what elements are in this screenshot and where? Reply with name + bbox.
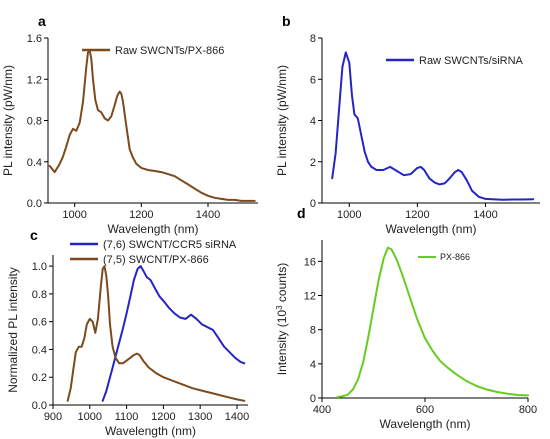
y-tick-label: 0.8 bbox=[27, 116, 42, 128]
panel-letter-c: c bbox=[30, 227, 38, 243]
y-tick-label: 0.4 bbox=[32, 344, 47, 356]
y-tick-label: 0 bbox=[310, 198, 316, 210]
y-tick-label: 0.8 bbox=[32, 289, 47, 301]
y-tick-label: 4 bbox=[310, 116, 316, 128]
y-tick-label: 4 bbox=[310, 359, 316, 371]
x-tick-label: 400 bbox=[313, 404, 331, 416]
y-tick-label: 1.6 bbox=[27, 33, 42, 45]
x-tick-label: 800 bbox=[519, 404, 537, 416]
y-tick-label: 0 bbox=[310, 393, 316, 405]
y-tick-label: 16 bbox=[304, 256, 316, 268]
legend-label: Raw SWCNTs/siRNA bbox=[419, 55, 524, 67]
series-line-c-1 bbox=[66, 265, 246, 402]
panel-d: 400 600 800 0 4 8 12 16 Wavelength (nm) Intensity… bbox=[275, 205, 538, 431]
y-axis-title: Intensity (103 counts) bbox=[275, 263, 290, 376]
y-tick-label: 0.2 bbox=[32, 372, 47, 384]
y-tick-label: 1.0 bbox=[32, 261, 47, 273]
x-tick-label: 1000 bbox=[62, 209, 86, 221]
x-axis-title: Wavelength (nm) bbox=[386, 222, 477, 236]
x-tick-label: 1300 bbox=[188, 411, 212, 423]
x-tick-label: 1400 bbox=[196, 209, 220, 221]
series-line-a-0 bbox=[48, 49, 256, 202]
x-tick-label: 900 bbox=[44, 411, 62, 423]
panel-a: 1000 1200 1400 0.0 0.4 0.8 1.2 1.6 Wavelength (n… bbox=[1, 13, 258, 236]
x-axis-title: Wavelength (nm) bbox=[108, 222, 199, 236]
y-axis-title: PL intensity (pW/nm) bbox=[275, 65, 289, 176]
y-tick-label: 0.6 bbox=[32, 317, 47, 329]
x-tick-label: 1200 bbox=[129, 209, 153, 221]
legend-label: PX-866 bbox=[440, 252, 470, 262]
y-tick-label: 2 bbox=[310, 157, 316, 169]
y-tick-label: 12 bbox=[304, 291, 316, 303]
y-axis-title: PL intensity (pW/nm) bbox=[1, 65, 15, 176]
y-tick-label: 8 bbox=[310, 33, 316, 45]
x-tick-label: 1000 bbox=[337, 209, 361, 221]
panel-letter-d: d bbox=[297, 205, 306, 221]
y-tick-label: 0.0 bbox=[27, 198, 42, 210]
panel-letter-b: b bbox=[282, 13, 291, 29]
x-axis-title: Wavelength (nm) bbox=[380, 417, 471, 431]
legend-label: (7,6) SWCNT/CCR5 siRNA bbox=[103, 239, 237, 251]
series-line-b-0 bbox=[331, 51, 535, 201]
legend-label: Raw SWCNTs/PX-866 bbox=[115, 45, 224, 57]
y-tick-label: 0.0 bbox=[32, 400, 47, 412]
series-line-d-0 bbox=[336, 246, 529, 399]
y-tick-label: 6 bbox=[310, 74, 316, 86]
x-axis-title: Wavelength (nm) bbox=[105, 424, 196, 438]
panel-letter-a: a bbox=[38, 13, 46, 29]
x-tick-label: 1200 bbox=[405, 209, 429, 221]
y-tick-label: 8 bbox=[310, 325, 316, 337]
y-tick-label: 1.2 bbox=[27, 74, 42, 86]
panel-b: 1000 1200 1400 0 2 4 6 8 Wavelength (nm) PL inten… bbox=[275, 13, 540, 236]
x-tick-label: 1100 bbox=[115, 411, 139, 423]
x-tick-label: 1000 bbox=[78, 411, 102, 423]
series-line-c-0 bbox=[101, 265, 246, 402]
panel-c: 900 1000 1100 1200 1300 1400 0.0 0.2 0.4 0.6 0.8 1.… bbox=[6, 227, 249, 438]
x-tick-label: 1200 bbox=[151, 411, 175, 423]
x-tick-label: 1400 bbox=[473, 209, 497, 221]
x-tick-label: 600 bbox=[416, 404, 434, 416]
x-tick-label: 1400 bbox=[225, 411, 249, 423]
y-axis-title: Normalized PL intensity bbox=[6, 267, 20, 393]
legend-label: (7,5) SWCNT/PX-866 bbox=[103, 254, 209, 266]
y-tick-label: 0.4 bbox=[27, 157, 42, 169]
